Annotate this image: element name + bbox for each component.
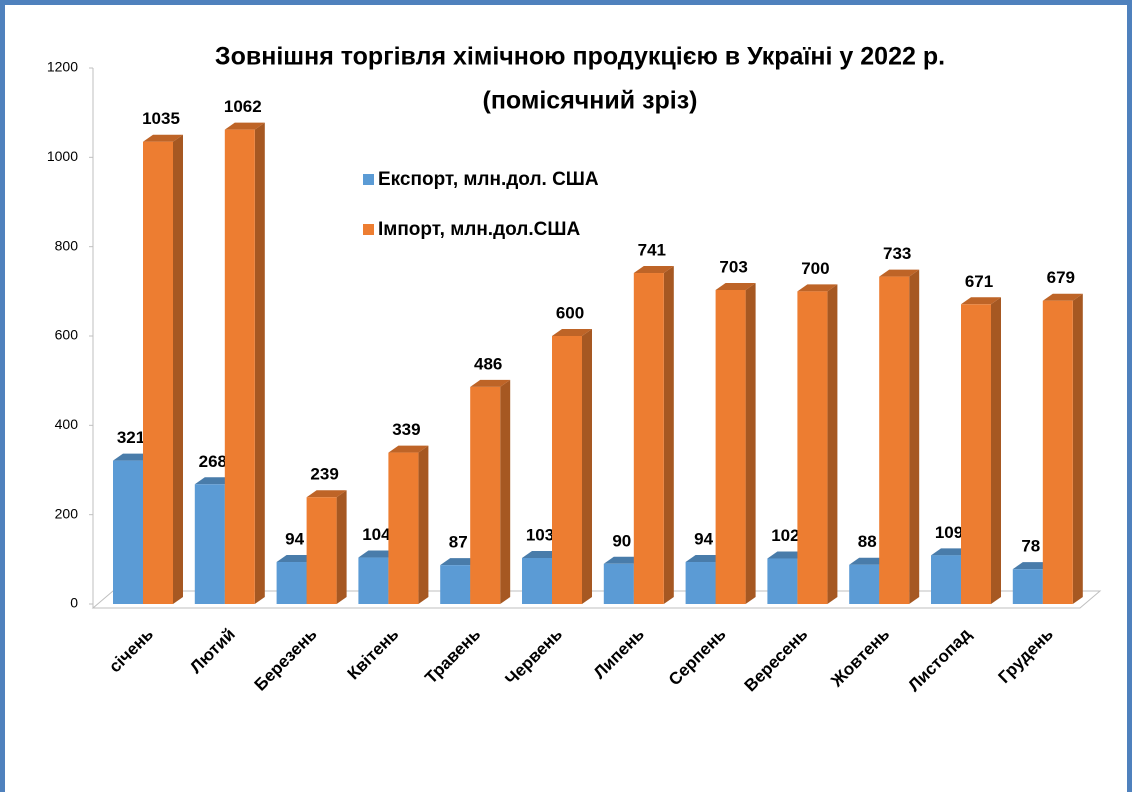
bar-top bbox=[552, 329, 592, 336]
bar bbox=[685, 562, 716, 604]
value-label: 741 bbox=[638, 241, 666, 260]
value-label: 94 bbox=[694, 529, 713, 548]
bar bbox=[470, 386, 501, 604]
value-label: 700 bbox=[801, 259, 829, 278]
value-label: 1062 bbox=[224, 97, 262, 116]
bar bbox=[797, 291, 828, 604]
bar bbox=[306, 497, 337, 604]
value-label: 90 bbox=[612, 531, 631, 550]
x-tick-label: Жовтень bbox=[827, 625, 894, 692]
value-label: 703 bbox=[719, 257, 747, 276]
bar bbox=[961, 304, 991, 604]
bar bbox=[388, 452, 419, 604]
y-tick-label: 600 bbox=[55, 327, 79, 343]
y-tick-label: 400 bbox=[55, 416, 79, 432]
bar-top bbox=[388, 445, 429, 453]
bar-top bbox=[143, 134, 183, 142]
value-label: 671 bbox=[965, 272, 993, 291]
value-label: 103 bbox=[526, 525, 554, 544]
bar-side bbox=[254, 122, 265, 604]
x-tick-label: Липень bbox=[590, 625, 648, 683]
bar-top bbox=[1042, 293, 1083, 301]
x-tick-label: Серпень bbox=[665, 625, 730, 690]
x-tick-label: Грудень bbox=[994, 625, 1056, 687]
value-label: 733 bbox=[883, 244, 911, 263]
bar-side bbox=[991, 297, 1001, 604]
bar-side bbox=[582, 329, 592, 604]
bar-top bbox=[306, 490, 347, 498]
value-label: 600 bbox=[556, 303, 584, 322]
bar bbox=[715, 289, 746, 604]
bar-side bbox=[663, 266, 674, 604]
bar bbox=[879, 276, 910, 604]
y-tick-label: 1200 bbox=[47, 59, 78, 75]
x-tick-label: Травень bbox=[421, 625, 484, 688]
bar bbox=[276, 562, 307, 604]
value-label: 1035 bbox=[142, 109, 180, 128]
bar bbox=[1042, 300, 1073, 604]
bar bbox=[143, 141, 173, 604]
value-label: 486 bbox=[474, 354, 502, 373]
bar bbox=[603, 563, 634, 604]
bar bbox=[1012, 569, 1043, 604]
bar-side bbox=[745, 282, 756, 604]
value-label: 321 bbox=[117, 428, 145, 447]
value-label: 109 bbox=[935, 523, 963, 542]
value-label: 268 bbox=[199, 452, 227, 471]
bar-side bbox=[418, 445, 429, 604]
value-label: 88 bbox=[858, 532, 877, 551]
bar-side bbox=[500, 379, 511, 604]
x-tick-label: Вересень bbox=[741, 625, 812, 696]
bar bbox=[633, 273, 664, 604]
chart-title: Зовнішня торгівля хімічною продукцією в … bbox=[215, 43, 945, 71]
bar-side bbox=[336, 490, 347, 604]
value-label: 87 bbox=[449, 533, 468, 552]
y-tick-label: 1000 bbox=[47, 148, 78, 164]
bar bbox=[194, 484, 225, 604]
x-tick-label: Квітень bbox=[344, 625, 403, 684]
chart-subtitle: (помісячний зріз) bbox=[483, 87, 698, 115]
bar bbox=[767, 558, 798, 604]
bar-top bbox=[797, 284, 838, 292]
y-tick-label: 0 bbox=[70, 595, 78, 611]
x-tick-label: Березень bbox=[251, 625, 321, 695]
value-label: 339 bbox=[392, 420, 420, 439]
x-tick-label: Червень bbox=[502, 625, 566, 689]
bar-side bbox=[909, 269, 920, 604]
y-tick-label: 800 bbox=[55, 237, 79, 253]
bar-top bbox=[633, 266, 674, 274]
bar bbox=[522, 557, 552, 604]
bar bbox=[224, 129, 255, 604]
legend-label: Імпорт, млн.дол.США bbox=[378, 219, 580, 240]
x-tick-label: Листопад bbox=[904, 624, 975, 695]
value-label: 78 bbox=[1021, 537, 1040, 556]
value-label: 102 bbox=[771, 526, 799, 545]
value-label: 104 bbox=[362, 525, 391, 544]
bar bbox=[849, 564, 880, 604]
value-label: 679 bbox=[1047, 268, 1075, 287]
bar bbox=[113, 460, 143, 604]
y-tick-label: 200 bbox=[55, 505, 79, 521]
bar-top bbox=[470, 379, 511, 387]
legend-swatch bbox=[363, 174, 374, 185]
bar-top bbox=[224, 122, 265, 130]
bar bbox=[358, 557, 389, 604]
value-label: 94 bbox=[285, 529, 304, 548]
x-tick-label: Лютий bbox=[186, 625, 239, 678]
bar-side bbox=[173, 134, 183, 604]
bar-side bbox=[827, 284, 838, 604]
bar-top bbox=[879, 269, 920, 277]
bar-top bbox=[715, 282, 756, 290]
bar bbox=[931, 555, 961, 604]
bar-side bbox=[1072, 293, 1083, 604]
x-tick-label: січень bbox=[105, 625, 157, 677]
legend-label: Експорт, млн.дол. США bbox=[378, 169, 599, 190]
bar bbox=[552, 336, 582, 604]
value-label: 239 bbox=[310, 465, 338, 484]
bar bbox=[440, 565, 471, 604]
legend-swatch bbox=[363, 224, 374, 235]
bar-top bbox=[961, 297, 1001, 305]
